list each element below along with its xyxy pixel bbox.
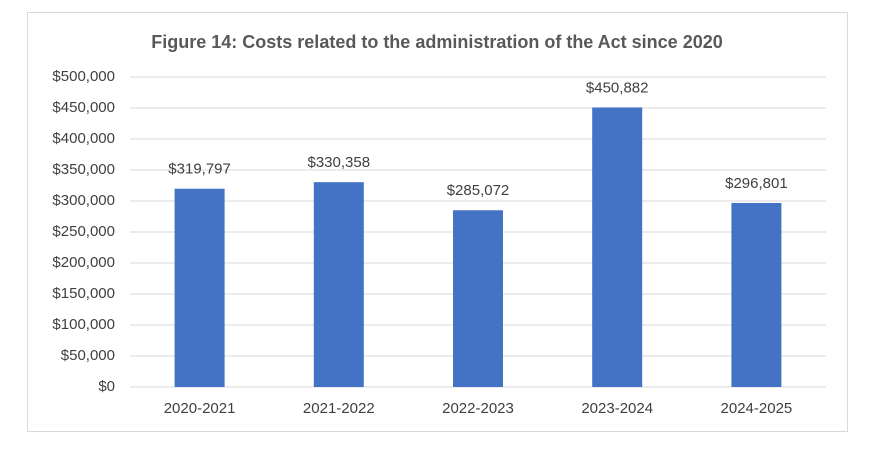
y-tick-label: $500,000 (52, 68, 115, 85)
y-tick-label: $400,000 (52, 130, 115, 147)
bar (731, 202, 782, 387)
y-tick-label: $250,000 (52, 223, 115, 240)
y-tick-label: $100,000 (52, 316, 115, 333)
y-tick-label: $200,000 (52, 254, 115, 271)
value-label: $319,797 (168, 161, 231, 178)
bar (174, 188, 225, 387)
bar (592, 107, 643, 388)
bar (313, 182, 364, 387)
x-tick-label: 2020-2021 (164, 400, 236, 417)
x-tick-label: 2021-2022 (303, 400, 375, 417)
x-tick-label: 2024-2025 (721, 400, 793, 417)
value-label: $450,882 (586, 79, 649, 96)
y-tick-label: $50,000 (61, 347, 115, 364)
chart-border (27, 12, 848, 432)
y-tick-label: $450,000 (52, 99, 115, 116)
value-label: $285,072 (447, 182, 510, 199)
value-label: $330,358 (308, 154, 371, 171)
x-tick-label: 2023-2024 (581, 400, 653, 417)
y-tick-label: $150,000 (52, 285, 115, 302)
bar (453, 210, 503, 387)
y-tick-label: $350,000 (52, 161, 115, 178)
chart-title: Figure 14: Costs related to the administ… (151, 32, 722, 52)
y-tick-label: $300,000 (52, 192, 115, 209)
y-tick-label: $0 (98, 378, 115, 395)
x-tick-label: 2022-2023 (442, 400, 514, 417)
value-label: $296,801 (725, 175, 788, 192)
